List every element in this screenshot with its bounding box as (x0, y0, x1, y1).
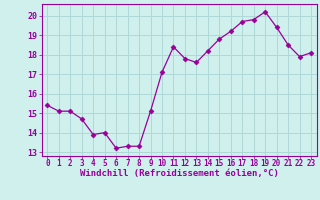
X-axis label: Windchill (Refroidissement éolien,°C): Windchill (Refroidissement éolien,°C) (80, 169, 279, 178)
